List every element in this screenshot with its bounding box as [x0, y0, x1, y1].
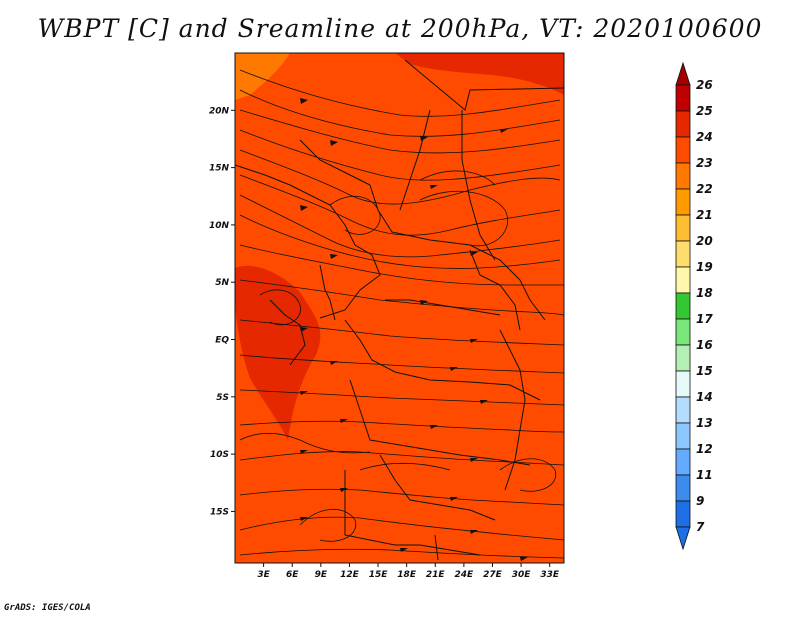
colorbar-swatch — [675, 136, 691, 164]
lon-tick-label: 15E — [369, 570, 389, 580]
lon-tick-label: 12E — [340, 570, 360, 580]
grads-credit: GrADS: IGES/COLA — [4, 603, 91, 613]
colorbar: 26 25 24 23 22 21 20 19 18 17 16 15 14 13 12 11 9 7 — [675, 61, 713, 551]
colorbar-label: 20 — [696, 234, 713, 248]
colorbar-swatch — [675, 240, 691, 268]
colorbar-swatch — [675, 344, 691, 372]
colorbar-swatch — [675, 370, 691, 398]
colorbar-label: 19 — [696, 260, 713, 274]
lat-tick-label: 10S — [210, 450, 229, 460]
colorbar-label: 9 — [696, 494, 704, 508]
lat-tick-label: 15S — [210, 507, 229, 517]
longitude-axis: 3E 6E 9E 12E 15E 18E 21E 24E 27E 30E 33E — [257, 563, 560, 580]
colorbar-label: 22 — [696, 182, 713, 196]
lat-tick-label: 5S — [216, 393, 229, 403]
lon-tick-label: 27E — [483, 570, 503, 580]
colorbar-swatch — [675, 396, 691, 424]
colorbar-label: 18 — [696, 286, 713, 300]
lat-tick-label: 10N — [209, 221, 230, 231]
colorbar-swatch — [675, 500, 691, 528]
colorbar-label: 24 — [696, 130, 713, 144]
colorbar-label: 7 — [696, 520, 705, 534]
colorbar-label: 21 — [696, 208, 713, 222]
colorbar-label: 17 — [696, 312, 713, 326]
lon-tick-label: 30E — [512, 570, 532, 580]
latitude-axis: 20N 15N 10N 5N EQ 5S 10S 15S — [209, 106, 235, 517]
colorbar-swatch — [675, 448, 691, 476]
lon-tick-label: 21E — [426, 570, 446, 580]
colorbar-swatch — [675, 474, 691, 502]
colorbar-label: 15 — [696, 364, 713, 378]
colorbar-label: 11 — [696, 468, 713, 482]
colorbar-label: 13 — [696, 416, 713, 430]
country-borders — [235, 59, 564, 561]
lon-tick-label: 24E — [455, 570, 475, 580]
colorbar-swatch — [675, 110, 691, 138]
lon-tick-label: 9E — [315, 570, 328, 580]
plot-title: WBPT [C] and Sreamline at 200hPa, VT: 20… — [37, 14, 763, 43]
lat-tick-label: 15N — [209, 164, 230, 174]
lat-tick-label: 20N — [209, 106, 230, 116]
colorbar-swatch — [675, 84, 691, 112]
map-frame — [234, 52, 565, 564]
lon-tick-label: 33E — [540, 570, 560, 580]
colorbar-label: 26 — [696, 78, 713, 92]
lon-tick-label: 3E — [257, 570, 270, 580]
colorbar-swatch — [675, 188, 691, 216]
colorbar-label: 25 — [696, 104, 713, 118]
colorbar-swatch — [675, 422, 691, 450]
streamline-arrows — [300, 98, 528, 561]
colorbar-label: 14 — [696, 390, 713, 404]
colorbar-label: 12 — [696, 442, 713, 456]
lon-tick-label: 6E — [286, 570, 299, 580]
lat-tick-label: EQ — [215, 336, 229, 346]
colorbar-swatch — [675, 266, 691, 294]
colorbar-swatch — [675, 214, 691, 242]
colorbar-label: 16 — [696, 338, 713, 352]
streamlines — [239, 69, 564, 559]
colorbar-label: 23 — [696, 156, 713, 170]
lon-tick-label: 18E — [397, 570, 417, 580]
warm-region-west — [235, 265, 321, 440]
colorbar-top-arrow — [675, 61, 691, 86]
colorbar-swatch — [675, 318, 691, 346]
colorbar-swatch — [675, 162, 691, 190]
warm-region-north — [395, 53, 564, 95]
colorbar-swatch — [675, 292, 691, 320]
cool-region-northwest — [235, 53, 290, 100]
colorbar-bottom-arrow — [675, 526, 691, 551]
lat-tick-label: 5N — [215, 278, 229, 288]
